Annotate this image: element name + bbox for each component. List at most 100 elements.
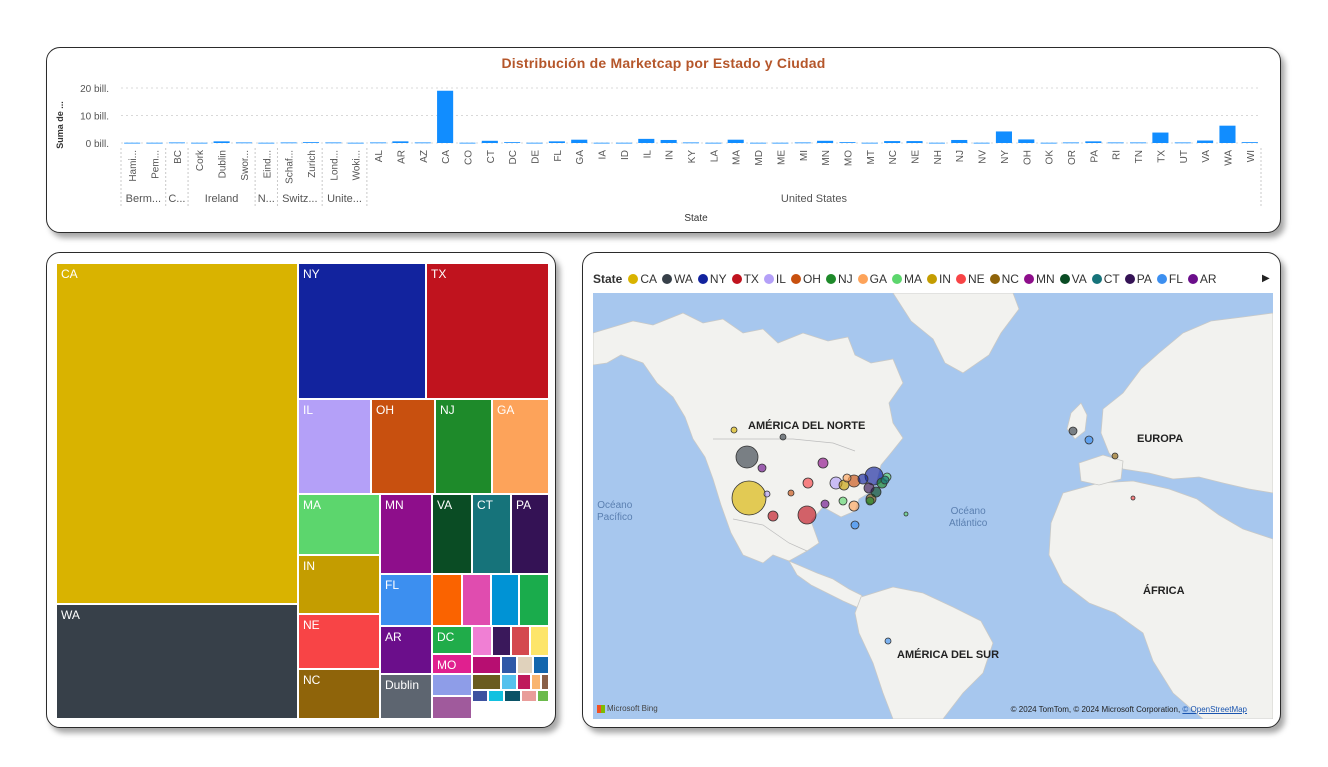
bar[interactable] [1130,142,1147,144]
bar[interactable] [1018,139,1035,143]
legend-item[interactable]: AR [1187,272,1217,286]
bar[interactable] [861,142,878,144]
bar[interactable] [481,140,498,143]
bar[interactable] [168,142,185,144]
treemap-tile[interactable]: OH [371,399,435,494]
map-bubble[interactable] [1084,435,1094,445]
map-bubble[interactable] [817,457,829,469]
treemap-tile[interactable]: MN [380,494,432,574]
map-bubble[interactable] [865,496,875,506]
bar[interactable] [906,141,923,143]
bar[interactable] [973,142,990,144]
treemap-tile[interactable]: PA [511,494,549,574]
map-bubble[interactable] [863,482,875,494]
treemap-small-tile[interactable] [472,690,488,702]
treemap-tile[interactable]: MO [432,654,472,674]
map-bubble[interactable] [731,480,767,516]
bar[interactable] [146,142,163,144]
treemap-tile[interactable]: FL [380,574,432,626]
treemap-small-tile[interactable] [432,696,472,719]
bar[interactable] [772,142,789,144]
map-bubble[interactable] [850,520,860,530]
treemap-small-tile[interactable] [501,674,517,690]
bar[interactable] [995,131,1012,143]
legend-item[interactable]: NY [697,272,727,286]
map-bubble[interactable] [763,490,771,498]
treemap-tile[interactable]: IL [298,399,371,494]
map-bubble[interactable] [842,473,852,483]
treemap-small-tile[interactable] [504,690,521,702]
legend-item[interactable]: CT [1091,272,1120,286]
treemap-tile[interactable]: Dublin [380,674,432,719]
bar[interactable] [392,141,409,143]
treemap-tile[interactable]: IN [298,555,380,614]
legend-next-arrow-icon[interactable]: ▶ [1262,273,1270,284]
treemap-small-tile[interactable] [537,690,549,702]
treemap-small-tile[interactable] [531,674,541,690]
map-bubble[interactable] [757,463,767,473]
treemap-small-tile[interactable] [519,574,549,626]
treemap-tile[interactable]: WA [56,604,298,719]
map-bubble[interactable] [848,500,860,512]
treemap-small-tile[interactable] [432,574,462,626]
treemap-small-tile[interactable] [488,690,504,702]
treemap-small-tile[interactable] [472,626,492,656]
legend-item[interactable]: GA [857,272,887,286]
treemap-tile[interactable]: NY [298,263,426,399]
treemap-tile[interactable]: NE [298,614,380,669]
treemap-small-tile[interactable] [517,674,531,690]
map-bubble[interactable] [880,475,890,485]
treemap-small-tile[interactable] [541,674,549,690]
legend-item[interactable]: VA [1059,272,1087,286]
map-bubble[interactable] [820,499,830,509]
treemap-tile[interactable]: GA [492,399,549,494]
legend-item[interactable]: NJ [825,272,853,286]
bar[interactable] [705,142,722,144]
bar[interactable] [1197,140,1214,143]
treemap-small-tile[interactable] [462,574,491,626]
bar[interactable] [414,142,431,144]
bar[interactable] [750,142,767,144]
bar[interactable] [302,142,320,143]
treemap-small-tile[interactable] [530,626,549,656]
openstreetmap-link[interactable]: © OpenStreetMap [1182,705,1247,714]
bar[interactable] [370,142,387,144]
bar[interactable] [571,139,588,143]
map-bubble[interactable] [838,496,848,506]
bar[interactable] [1219,125,1236,143]
bar[interactable] [660,139,677,143]
legend-item[interactable]: NE [955,272,985,286]
bar[interactable] [928,142,945,144]
treemap-tile[interactable]: MA [298,494,380,555]
treemap-small-tile[interactable] [521,690,537,702]
bar[interactable] [213,141,230,143]
legend-item[interactable]: PA [1124,272,1152,286]
bar[interactable] [727,139,744,143]
bar[interactable] [1174,142,1191,144]
bar[interactable] [258,142,275,144]
bar[interactable] [638,138,655,143]
bar[interactable] [124,142,141,144]
legend-item[interactable]: NC [989,272,1019,286]
treemap-tile[interactable]: TX [426,263,549,399]
bar[interactable] [682,142,700,144]
legend-item[interactable]: MN [1023,272,1055,286]
treemap-tile[interactable]: NC [298,669,380,719]
map-bubble[interactable] [787,489,795,497]
legend-item[interactable]: FL [1156,272,1183,286]
bar[interactable] [347,142,364,144]
bar[interactable] [1241,142,1258,143]
bar[interactable] [817,140,834,143]
treemap-small-tile[interactable] [501,656,517,674]
map-bubble[interactable] [857,473,869,485]
bar[interactable] [280,142,297,144]
bar[interactable] [526,142,543,144]
bar[interactable] [437,90,454,143]
bar[interactable] [548,141,565,143]
treemap-small-tile[interactable] [511,626,530,656]
map-bubble[interactable] [1068,426,1078,436]
bar[interactable] [593,142,610,144]
map-bubble[interactable] [735,445,759,469]
bar[interactable] [884,141,901,143]
legend-item[interactable]: TX [731,272,759,286]
